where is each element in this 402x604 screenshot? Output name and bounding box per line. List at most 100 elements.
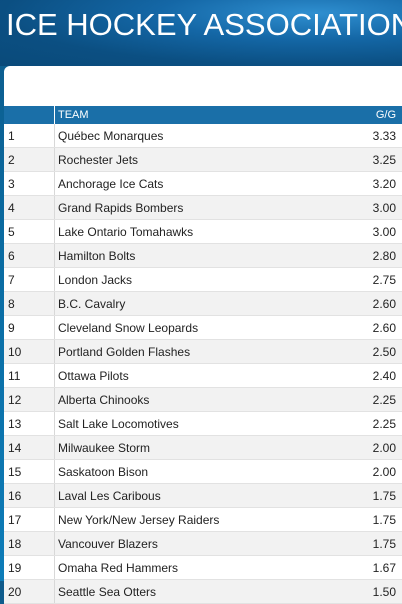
page-header: ICE HOCKEY ASSOCIATION (0, 0, 402, 66)
goals-per-game-cell: 2.60 (372, 321, 396, 335)
table-row[interactable]: 15 Saskatoon Bison 2.00 (4, 460, 402, 484)
team-name-cell: Laval Les Caribous (58, 489, 161, 503)
goals-per-game-cell: 1.75 (372, 513, 396, 527)
standings-panel: TEAM G/G 1 Québec Monarques 3.33 2 Rochester… (4, 66, 402, 604)
team-name-cell: Ottawa Pilots (58, 369, 129, 383)
rank-cell: 6 (8, 249, 15, 263)
table-row[interactable]: 17 New York/New Jersey Raiders 1.75 (4, 508, 402, 532)
goals-per-game-cell: 3.00 (372, 201, 396, 215)
goals-per-game-cell: 2.25 (372, 393, 396, 407)
table-row[interactable]: 12 Alberta Chinooks 2.25 (4, 388, 402, 412)
rank-cell: 9 (8, 321, 15, 335)
column-divider (54, 460, 55, 483)
column-divider (54, 220, 55, 243)
goals-per-game-cell: 2.50 (372, 345, 396, 359)
column-divider (54, 436, 55, 459)
goals-per-game-cell: 1.67 (372, 561, 396, 575)
goals-per-game-cell: 1.75 (372, 489, 396, 503)
team-name-cell: Salt Lake Locomotives (58, 417, 179, 431)
goals-per-game-cell: 3.33 (372, 129, 396, 143)
rank-cell: 10 (8, 345, 22, 359)
table-row[interactable]: 11 Ottawa Pilots 2.40 (4, 364, 402, 388)
team-name-cell: London Jacks (58, 273, 133, 287)
column-divider (54, 412, 55, 435)
rank-cell: 7 (8, 273, 15, 287)
rank-column-header (4, 106, 55, 124)
team-name-cell: Alberta Chinooks (58, 393, 150, 407)
goals-per-game-cell: 2.75 (372, 273, 396, 287)
rank-cell: 3 (8, 177, 15, 191)
team-column-header[interactable]: TEAM (58, 109, 89, 121)
rank-cell: 4 (8, 201, 15, 215)
rank-cell: 14 (8, 441, 22, 455)
rank-cell: 18 (8, 537, 22, 551)
table-row[interactable]: 2 Rochester Jets 3.25 (4, 148, 402, 172)
column-divider (54, 244, 55, 267)
column-divider (54, 556, 55, 579)
column-divider (54, 364, 55, 387)
table-row[interactable]: 1 Québec Monarques 3.33 (4, 124, 402, 148)
team-name-cell: Portland Golden Flashes (58, 345, 191, 359)
rank-cell: 16 (8, 489, 22, 503)
goals-per-game-cell: 2.80 (372, 249, 396, 263)
table-row[interactable]: 3 Anchorage Ice Cats 3.20 (4, 172, 402, 196)
rank-cell: 1 (8, 129, 15, 143)
rank-cell: 12 (8, 393, 22, 407)
team-name-cell: Omaha Red Hammers (58, 561, 179, 575)
column-divider (54, 268, 55, 291)
rank-cell: 20 (8, 585, 22, 599)
standings-table-body: 1 Québec Monarques 3.33 2 Rochester Jets 3.25… (4, 124, 402, 604)
table-row[interactable]: 14 Milwaukee Storm 2.00 (4, 436, 402, 460)
column-divider (54, 340, 55, 363)
column-divider (54, 532, 55, 555)
column-divider (54, 196, 55, 219)
rank-cell: 17 (8, 513, 22, 527)
rank-cell: 8 (8, 297, 15, 311)
goals-per-game-cell: 2.00 (372, 441, 396, 455)
table-row[interactable]: 8 B.C. Cavalry 2.60 (4, 292, 402, 316)
column-divider (54, 292, 55, 315)
team-name-cell: Lake Ontario Tomahawks (58, 225, 194, 239)
rank-cell: 11 (8, 369, 21, 383)
goals-per-game-cell: 1.50 (372, 585, 396, 599)
goals-per-game-cell: 2.00 (372, 465, 396, 479)
team-name-cell: Saskatoon Bison (58, 465, 149, 479)
table-row[interactable]: 18 Vancouver Blazers 1.75 (4, 532, 402, 556)
team-name-cell: Seattle Sea Otters (58, 585, 157, 599)
rank-cell: 2 (8, 153, 15, 167)
column-divider (54, 484, 55, 507)
rank-cell: 19 (8, 561, 22, 575)
table-row[interactable]: 16 Laval Les Caribous 1.75 (4, 484, 402, 508)
table-row[interactable]: 7 London Jacks 2.75 (4, 268, 402, 292)
team-name-cell: Anchorage Ice Cats (58, 177, 164, 191)
column-divider (54, 148, 55, 171)
table-row[interactable]: 13 Salt Lake Locomotives 2.25 (4, 412, 402, 436)
column-divider (54, 124, 55, 147)
goals-per-game-column-header[interactable]: G/G (375, 109, 396, 121)
rank-cell: 13 (8, 417, 22, 431)
table-row[interactable]: 20 Seattle Sea Otters 1.50 (4, 580, 402, 604)
column-divider (54, 508, 55, 531)
rank-cell: 15 (8, 465, 22, 479)
goals-per-game-cell: 2.25 (372, 417, 396, 431)
table-row[interactable]: 19 Omaha Red Hammers 1.67 (4, 556, 402, 580)
column-divider (54, 580, 55, 603)
team-name-cell: New York/New Jersey Raiders (58, 513, 220, 527)
rank-cell: 5 (8, 225, 15, 239)
table-row[interactable]: 9 Cleveland Snow Leopards 2.60 (4, 316, 402, 340)
team-name-cell: Cleveland Snow Leopards (58, 321, 199, 335)
team-name-cell: Hamilton Bolts (58, 249, 136, 263)
table-row[interactable]: 6 Hamilton Bolts 2.80 (4, 244, 402, 268)
team-name-cell: Grand Rapids Bombers (58, 201, 184, 215)
table-row[interactable]: 10 Portland Golden Flashes 2.50 (4, 340, 402, 364)
goals-per-game-cell: 3.00 (372, 225, 396, 239)
table-row[interactable]: 4 Grand Rapids Bombers 3.00 (4, 196, 402, 220)
team-name-cell: Québec Monarques (58, 129, 164, 143)
page-title: ICE HOCKEY ASSOCIATION (6, 7, 402, 42)
table-row[interactable]: 5 Lake Ontario Tomahawks 3.00 (4, 220, 402, 244)
team-name-cell: Milwaukee Storm (58, 441, 151, 455)
goals-per-game-cell: 1.75 (372, 537, 396, 551)
goals-per-game-cell: 2.60 (372, 297, 396, 311)
goals-per-game-cell: 3.20 (372, 177, 396, 191)
goals-per-game-cell: 3.25 (372, 153, 396, 167)
